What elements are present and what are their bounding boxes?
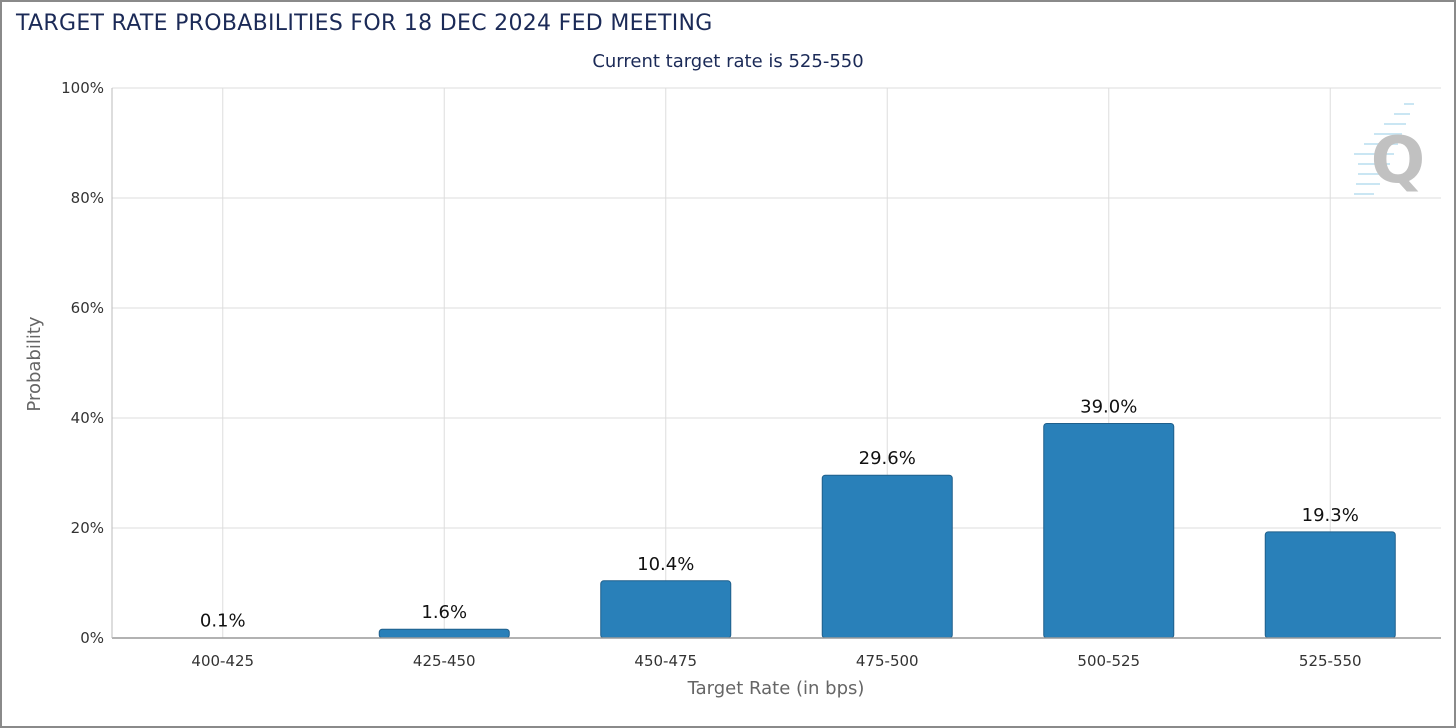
x-tick-label: 475-500 — [856, 652, 919, 670]
quikstrike-logo: Q — [1354, 103, 1425, 198]
chart-subtitle: Current target rate is 525-550 — [592, 51, 863, 72]
x-tick-label: 500-525 — [1077, 652, 1140, 670]
y-tick-label: 40% — [71, 409, 104, 427]
bar-450-475[interactable] — [600, 580, 732, 639]
y-tick-label: 80% — [71, 189, 104, 207]
y-axis-label: Probability — [24, 316, 45, 411]
gridlines — [112, 87, 1441, 638]
bar-425-450[interactable] — [378, 628, 510, 639]
logo-letter: Q — [1371, 124, 1425, 198]
data-label: 10.4% — [637, 554, 694, 575]
data-label: 0.1% — [200, 610, 246, 631]
data-labels: 0.1% 1.6% 10.4% 29.6% 39.0% 19.3% — [200, 397, 1359, 632]
bar-525-550[interactable] — [1264, 531, 1396, 639]
bar-500-525[interactable] — [1043, 423, 1175, 639]
x-axis-label: Target Rate (in bps) — [687, 678, 865, 699]
x-tick-labels: 400-425 425-450 450-475 475-500 500-525 525-5… — [191, 652, 1361, 670]
data-label: 19.3% — [1302, 505, 1359, 526]
y-tick-label: 20% — [71, 519, 104, 537]
x-tick-label: 400-425 — [191, 652, 254, 670]
data-label: 29.6% — [859, 448, 916, 469]
x-tick-label: 450-475 — [634, 652, 697, 670]
y-tick-label: 0% — [80, 629, 104, 647]
y-tick-label: 100% — [61, 79, 104, 97]
x-tick-label: 525-550 — [1299, 652, 1362, 670]
y-tick-labels: 0% 20% 40% 60% 80% 100% — [61, 79, 104, 647]
x-tick-label: 425-450 — [413, 652, 476, 670]
chart-title: TARGET RATE PROBABILITIES FOR 18 DEC 202… — [16, 11, 713, 36]
data-label: 39.0% — [1080, 397, 1137, 418]
data-label: 1.6% — [421, 602, 467, 623]
y-tick-label: 60% — [71, 299, 104, 317]
bar-475-500[interactable] — [821, 474, 953, 639]
